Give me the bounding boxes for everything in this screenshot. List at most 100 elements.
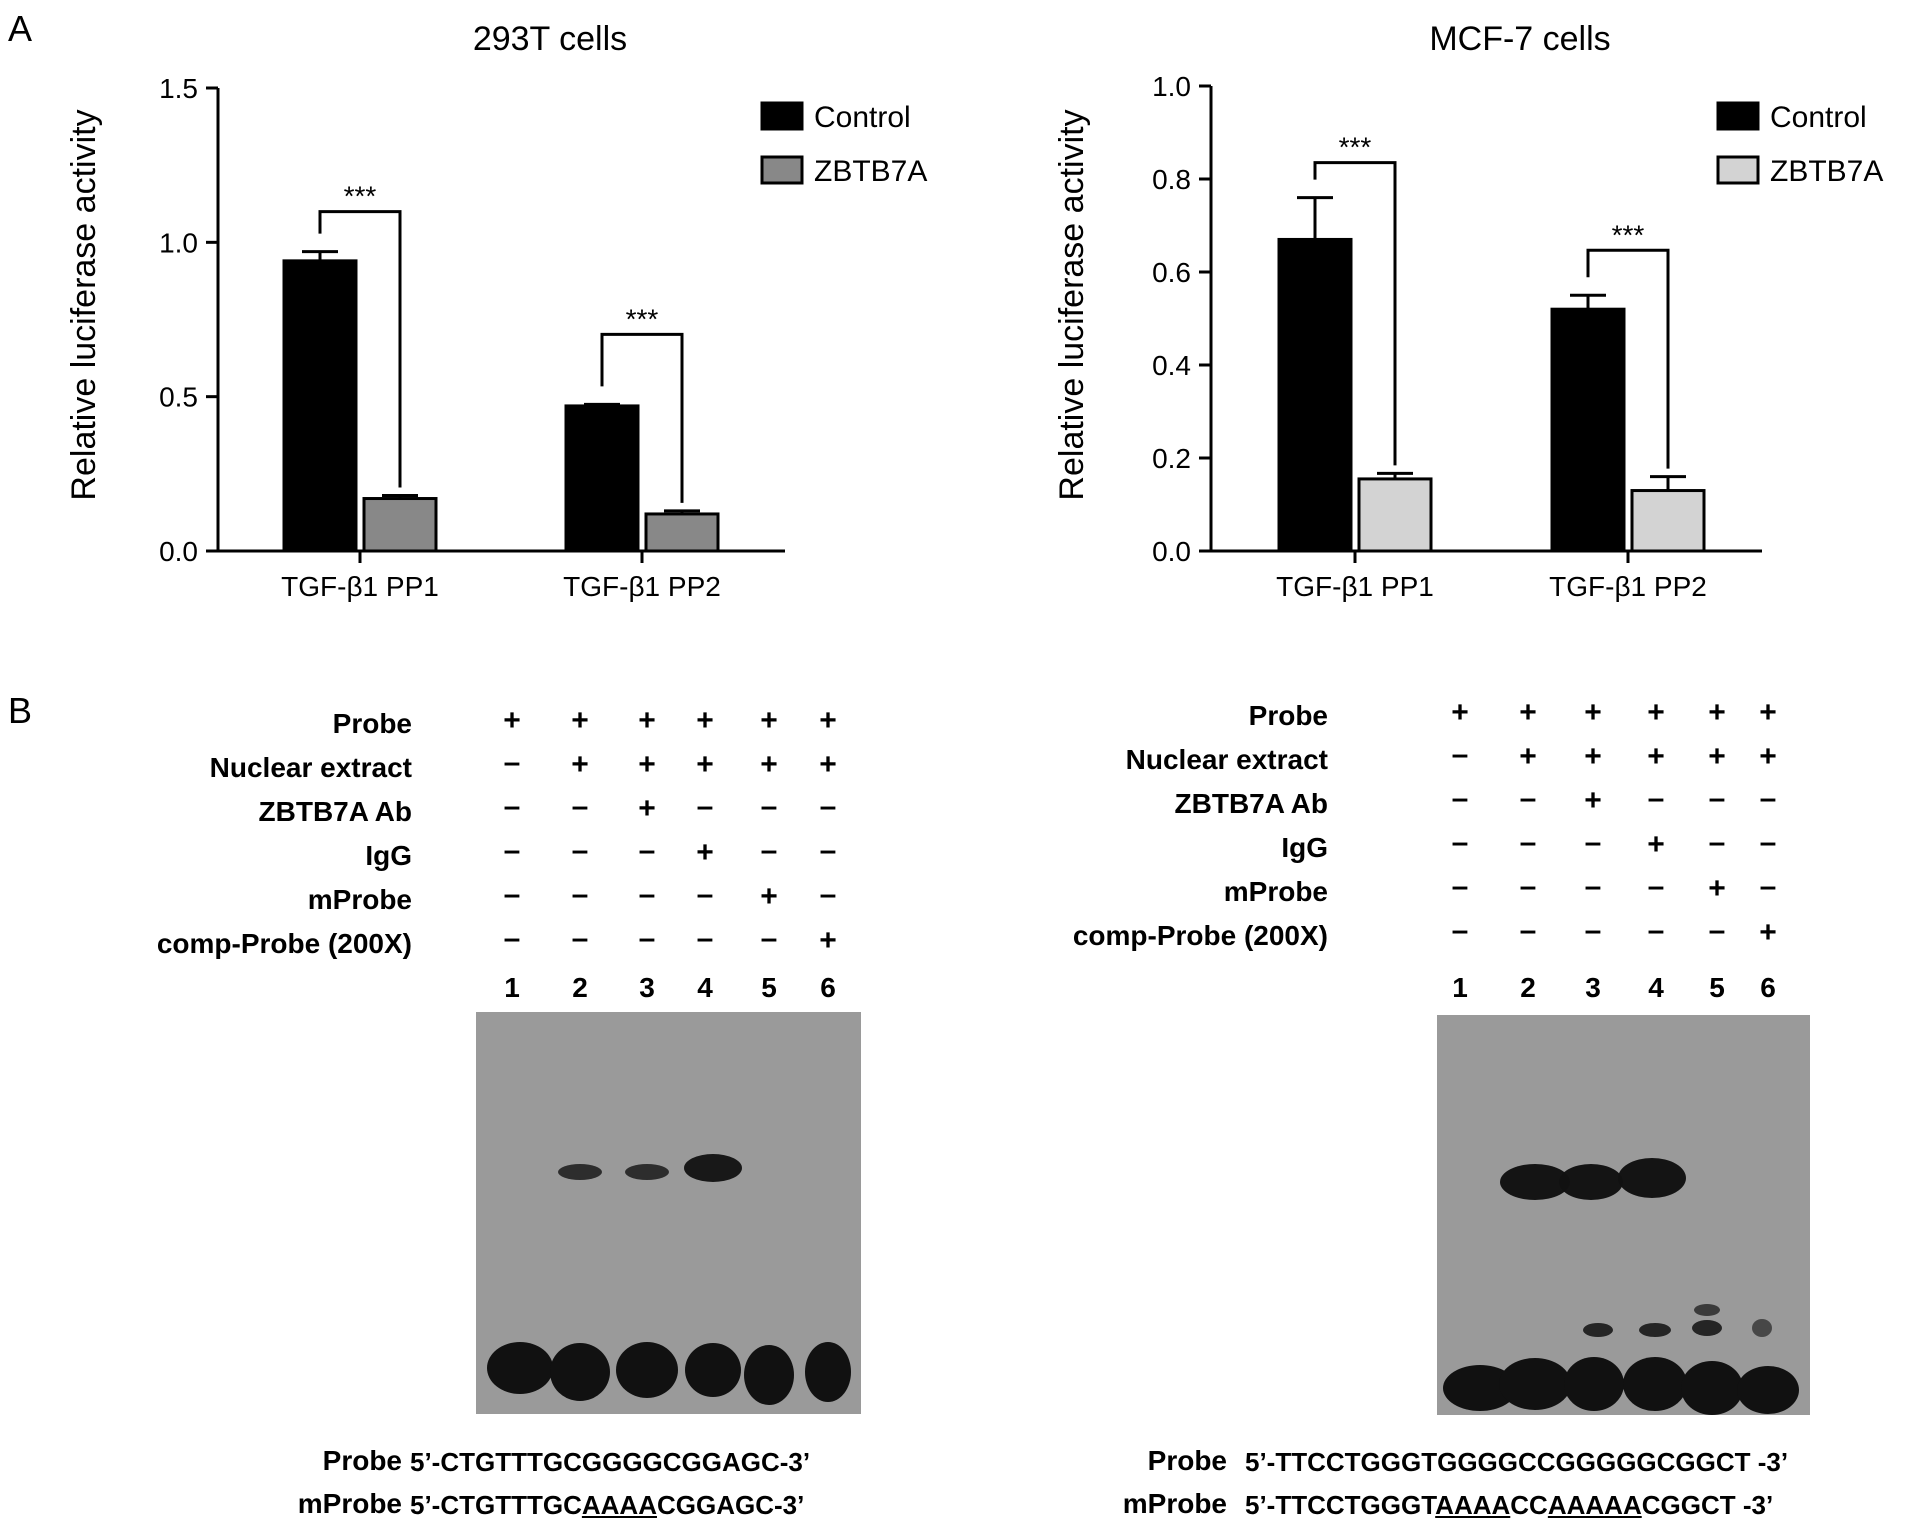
left-condition-label: Nuclear extract [209,752,412,783]
left-gel-band [558,1164,602,1180]
right-sign-minus: – [1519,826,1537,859]
right-mprobe-mutation-2: AAAAA [1547,1490,1642,1520]
right-sign-plus: + [1708,872,1726,905]
right-probe-sequence: 5’-TTCCTGGGTGGGGCCGGGGGCGGCT -3’ [1245,1447,1789,1477]
left-mprobe-label: mProbe [297,1488,402,1519]
significance-stars: *** [344,181,377,212]
right-sign-plus: + [1519,696,1537,729]
right-sign-plus: + [1584,696,1602,729]
significance-bracket [1313,161,1397,466]
left-sign-plus: + [638,748,656,781]
left-sign-minus: – [760,922,778,955]
left-sign-minus: – [819,790,837,823]
right-condition-label: Probe [1248,700,1328,731]
right-lane-number: 1 [1452,972,1468,1003]
significance-stars: *** [626,303,659,334]
left-sign-plus: + [760,704,778,737]
x-tick-label: TGF-β1 PP1 [281,571,439,602]
y-tick-label: 0.4 [1152,350,1191,381]
legend-swatch-control [760,101,804,131]
right-sign-minus: – [1647,914,1665,947]
right-sign-minus: – [1519,870,1537,903]
significance-stars: *** [1612,219,1645,250]
right-gel-band [1500,1164,1570,1200]
right-sign-minus: – [1451,914,1469,947]
left-sign-plus: + [819,924,837,957]
left-sign-minus: – [638,878,656,911]
bar-control-2 [564,404,640,553]
panel-letter-a: A [8,8,33,49]
right-lane-number: 2 [1520,972,1536,1003]
y-tick-label: 0.5 [159,382,198,413]
right-condition-label: comp-Probe (200X) [1072,920,1328,951]
legend-label-zbtb7a: ZBTB7A [1770,155,1883,188]
right-condition-label: Nuclear extract [1125,744,1328,775]
right-sign-minus: – [1519,782,1537,815]
right-sign-minus: – [1708,826,1726,859]
right-gel-band [1623,1357,1687,1411]
bar-zbtb7a-2 [644,512,720,553]
left-gel-band [625,1164,669,1180]
right-mprobe-mutation-1: AAAA [1435,1490,1511,1520]
right-sign-minus: – [1451,782,1469,815]
left-lane-number: 6 [820,972,836,1003]
bar-control-2 [1550,307,1626,553]
left-gel-band [616,1342,678,1398]
right-mprobe-label: mProbe [1122,1488,1227,1519]
left-mprobe-pre: 5’-CTGTTTGC [410,1490,582,1520]
y-tick-label: 1.0 [159,227,198,258]
y-tick-label: 1.5 [159,73,198,104]
right-sign-minus: – [1584,870,1602,903]
left-sign-plus: + [503,704,521,737]
left-condition-label: comp-Probe (200X) [156,928,412,959]
right-sign-plus: + [1647,696,1665,729]
y-tick-label: 0.0 [1152,536,1191,567]
left-gel-band [744,1345,794,1405]
left-gel-band [685,1343,741,1397]
x-tick-label: TGF-β1 PP1 [1276,571,1434,602]
left-sign-plus: + [571,748,589,781]
right-mprobe-sequence: 5’-TTCCTGGGTAAAACCAAAAACGGCT -3’ [1245,1490,1773,1521]
right-sign-plus: + [1759,740,1777,773]
right-probe-label: Probe [1147,1445,1227,1476]
left-sign-minus: – [503,746,521,779]
right-sign-plus: + [1519,740,1537,773]
right-gel-band [1752,1319,1772,1337]
right-lane-number: 5 [1709,972,1725,1003]
right-sign-plus: + [1647,740,1665,773]
right-sign-minus: – [1708,782,1726,815]
left-sign-minus: – [503,834,521,867]
right-sign-minus: – [1451,870,1469,903]
right-sign-plus: + [1584,740,1602,773]
right-sign-minus: – [1759,870,1777,903]
legend-swatch-zbtb7a [1716,155,1760,185]
right-mprobe-pre: 5’-TTCCTGGGT [1245,1490,1436,1520]
right-gel-band [1692,1320,1722,1336]
right-sign-plus: + [1708,740,1726,773]
left-sign-minus: – [760,790,778,823]
left-sign-minus: – [638,922,656,955]
left-sign-plus: + [760,880,778,913]
left-condition-label: ZBTB7A Ab [258,796,412,827]
left-mprobe-post: CGGAGC-3’ [656,1490,805,1520]
left-condition-label: IgG [365,840,412,871]
x-tick-label: TGF-β1 PP2 [1549,571,1707,602]
legend-swatch-control [1716,101,1760,131]
significance-bracket [600,332,684,503]
left-sign-plus: + [760,748,778,781]
y-tick-label: 0.0 [159,536,198,567]
right-condition-label: ZBTB7A Ab [1174,788,1328,819]
left-sign-minus: – [638,834,656,867]
right-gel-band [1737,1366,1799,1414]
left-lane-number: 5 [761,972,777,1003]
left-sign-minus: – [503,878,521,911]
left-gel-band [550,1343,610,1401]
right-sign-minus: – [1759,826,1777,859]
right-gel-band [1618,1158,1686,1198]
left-sign-minus: – [696,922,714,955]
left-sign-minus: – [571,878,589,911]
left-sign-minus: – [571,790,589,823]
left-mprobe-mutation: AAAA [581,1490,657,1520]
left-sign-plus: + [696,748,714,781]
bar-zbtb7a-1 [362,497,438,553]
